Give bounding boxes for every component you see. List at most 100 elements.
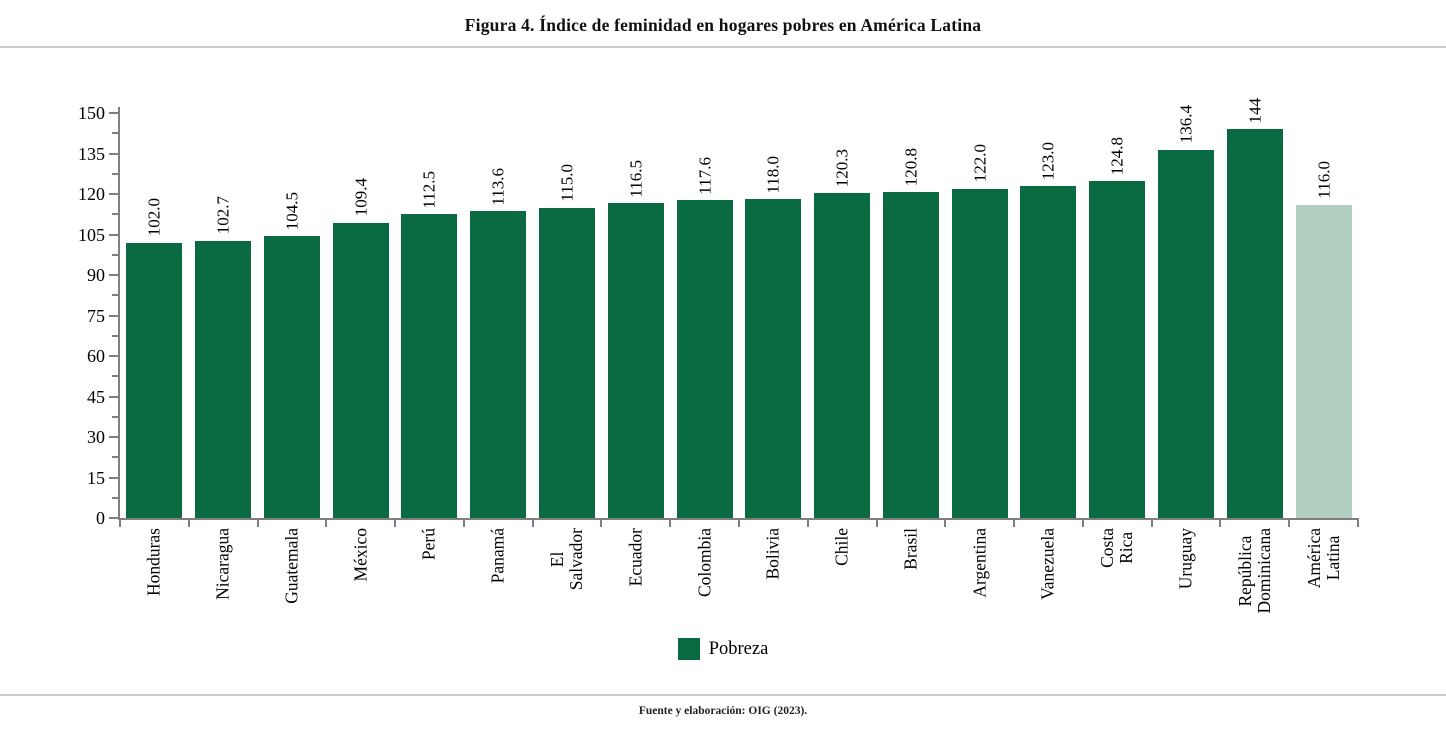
bar-vanezuela [1020,185,1077,518]
x-tick [875,518,878,527]
x-category-label: Perú [418,528,439,561]
bar-value-label: 116.5 [626,159,646,198]
bar-slot: 118.0 Bolivia [739,113,808,580]
y-tick-label: 120 [78,184,105,204]
x-tick [1288,518,1291,527]
bar-slot: 112.5 Perú [395,113,464,560]
bar-value-label: 120.3 [832,148,852,188]
plot-area: 0 15 30 45 60 75 90 105 120 135 150 102.0 Honduras 10… [78,98,1359,614]
x-tick [1150,518,1153,527]
x-category-label: México [350,528,371,582]
bar-brasil [882,191,939,518]
bar-méxico [332,222,389,518]
bar-slot: 113.6 Panamá [464,113,533,583]
x-category-label: Guatemala [281,528,302,604]
x-category-label: Nicaragua [212,528,233,600]
x-tick [531,518,534,527]
bar-panamá [470,211,527,518]
y-tick-label: 60 [87,346,105,366]
y-minor-tick [112,172,118,175]
y-tick-label: 45 [87,386,105,407]
x-category-label: Bolivia [762,528,783,580]
y-tick-label: 15 [87,467,105,488]
bar-slot: 122.0 Argentina [945,113,1014,598]
bar-value-label: 116.0 [1314,161,1334,199]
source-note: Fuente y elaboración: OIG (2023). [638,705,808,717]
bar-perú [401,214,458,518]
bar-argentina [951,188,1008,518]
x-tick [394,518,397,527]
bar-el-salvador [539,207,596,518]
bar-slot: 117.6 Colombia [670,113,739,597]
bar-slot: 123.0 Vanezuela [1014,113,1083,600]
chart-title: Figura 4. Índice de feminidad en hogares… [464,15,982,35]
y-major-tick [109,152,118,155]
y-major-tick [109,517,118,519]
x-category-label: Chile [831,528,852,566]
bar-costa-rica [1089,181,1146,518]
bar-value-label: 120.8 [901,147,921,186]
x-category-label: Ecuador [625,528,646,587]
bar-value-label: 122.0 [970,144,990,183]
bar-value-label: 109.4 [351,178,371,217]
y-minor-tick [112,456,118,459]
bar-slot: 120.8 Brasil [877,113,946,570]
y-tick-label: 0 [96,508,105,528]
bar-chile [814,193,871,518]
y-major-tick [109,233,118,236]
x-category-label: Panamá [487,528,508,584]
x-category-label: Brasil [900,528,921,570]
bar-value-label: 115.0 [557,163,577,202]
x-tick [600,518,603,527]
bar-nicaragua [195,240,252,518]
x-tick [187,518,190,527]
x-category-label: América Latina [1303,528,1343,589]
bar-ecuador [607,203,664,518]
x-tick [669,518,672,527]
bar-value-label: 144 [1245,97,1265,124]
x-category-label: Colombia [693,528,714,598]
bar-colombia [676,200,733,518]
y-major-tick [109,476,118,479]
bar-uruguay [1158,149,1215,518]
legend: Pobreza [0,638,1446,660]
y-tick-label: 90 [87,265,105,285]
bar-guatemala [263,235,320,518]
bar-slot: 124.8 Costa Rica [1083,113,1152,568]
bar-value-label: 118.0 [763,155,783,194]
bar-honduras [126,242,183,518]
x-tick [462,518,465,527]
x-category-label: República Dominicana [1234,528,1274,614]
x-category-label: Vanezuela [1037,528,1058,600]
y-minor-tick [112,375,118,378]
y-major-tick [109,395,118,398]
y-minor-tick [112,415,118,418]
x-tick [1081,518,1084,527]
x-tick [256,518,259,527]
bar-value-label: 113.6 [488,167,508,206]
bar-slot: 102.0 Honduras [120,113,189,596]
y-axis-line-extension [118,107,120,113]
y-minor-tick [112,294,118,297]
bar-bolivia [745,199,802,518]
x-tick [1219,518,1222,527]
y-major-tick [109,355,118,357]
y-major-tick [109,112,118,114]
legend-label: Pobreza [708,638,769,659]
bar-slot: 120.3 Chile [808,113,877,566]
bar-slot: 104.5 Guatemala [258,113,327,604]
bar-value-label: 123.0 [1038,141,1058,180]
bar-slot: 136.4 Uruguay [1152,105,1221,589]
bar-value-label: 102.0 [144,198,164,237]
bar-value-label: 112.5 [419,170,439,209]
bar-slot: 116.5 Ecuador [601,113,670,586]
y-tick-label: 105 [78,224,105,245]
legend-swatch-pobreza [677,638,700,660]
bar-slot: 144 República Dominicana [1220,98,1289,614]
x-tick [738,518,740,527]
x-tick [944,518,947,527]
y-minor-tick [112,132,118,135]
bar-value-label: 124.8 [1107,136,1127,176]
bar-slot: 109.4 México [326,113,395,581]
